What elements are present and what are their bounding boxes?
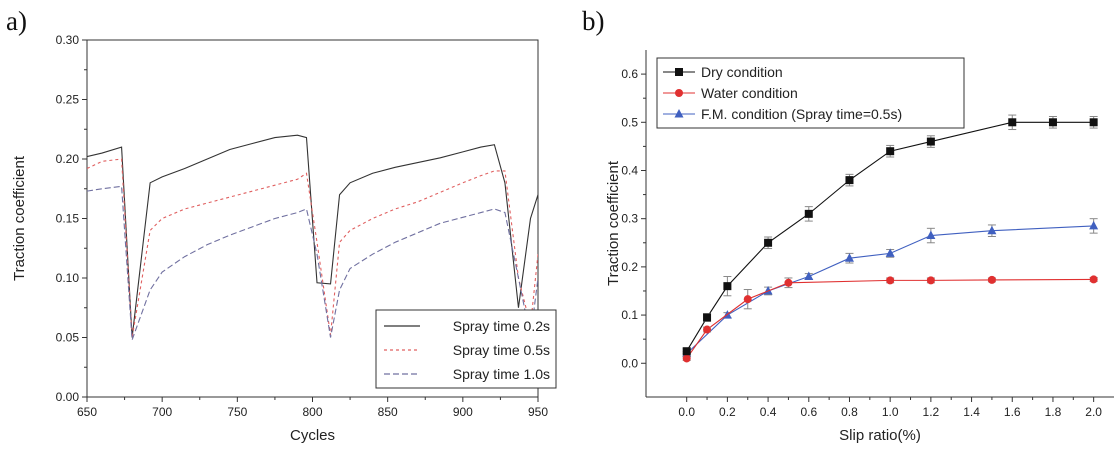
data-point-1: [703, 313, 712, 322]
x-tick-label: 0.8: [841, 405, 858, 419]
x-tick-label: 0.4: [760, 405, 777, 419]
data-point-1: [926, 137, 935, 146]
series-line-2: [686, 278, 1094, 359]
y-tick-label: 0.30: [56, 33, 80, 47]
y-tick-label: 0.25: [56, 93, 80, 107]
data-point-1: [682, 347, 691, 356]
x-tick-label: 0.6: [800, 405, 817, 419]
data-point-3: [804, 271, 814, 281]
series-line-1: [87, 134, 538, 338]
y-tick-label: 0.0: [621, 356, 638, 370]
x-tick-label: 850: [378, 405, 398, 419]
data-point-1: [1089, 118, 1098, 127]
x-tick-label: 700: [152, 405, 172, 419]
y-tick-label: 0.5: [621, 115, 638, 129]
data-point-3: [987, 225, 997, 235]
y-axis-title: Traction coefficient: [11, 155, 28, 281]
y-tick-label: 0.10: [56, 271, 80, 285]
data-point-3: [926, 230, 936, 240]
data-point-1: [723, 282, 732, 291]
y-tick-label: 0.1: [621, 308, 638, 322]
chart-panel-a: a) 650 700 750 800 850 900 950 0.00 0.05 0.10 0.15…: [6, 6, 557, 444]
data-point-2: [886, 276, 895, 285]
series-line-2: [87, 158, 538, 338]
x-tick-label: 1.6: [1004, 405, 1021, 419]
x-tick-label: 800: [302, 405, 322, 419]
legend-label-1: Dry condition: [701, 64, 783, 80]
x-axis-title: Slip ratio(%): [839, 427, 921, 444]
data-point-2: [1089, 275, 1098, 284]
y-tick-label: 0.6: [621, 67, 638, 81]
data-point-3: [1089, 220, 1099, 230]
x-tick-label: 2.0: [1085, 405, 1102, 419]
y-tick-label: 0.05: [56, 331, 80, 345]
x-axis-title: Cycles: [290, 427, 335, 444]
x-tick-label: 1.8: [1045, 405, 1062, 419]
y-tick-label: 0.3: [621, 212, 638, 226]
data-point-1: [886, 147, 895, 156]
data-point-1: [1008, 118, 1017, 127]
data-point-2: [682, 354, 691, 363]
x-tick-label: 750: [227, 405, 247, 419]
y-tick-label: 0.20: [56, 152, 80, 166]
legend-label-3: Spray time 1.0s: [453, 366, 550, 382]
x-tick-label: 650: [77, 405, 97, 419]
legend-marker-2: [675, 89, 683, 97]
y-tick-label: 0.4: [621, 163, 638, 177]
x-tick-label: 1.4: [963, 405, 980, 419]
legend-label-1: Spray time 0.2s: [453, 318, 550, 334]
data-point-2: [987, 275, 996, 284]
data-point-3: [844, 253, 854, 262]
legend-label-3: F.M. condition (Spray time=0.5s): [701, 106, 902, 122]
legend-marker-3: [674, 109, 684, 118]
panel-label-a: a): [6, 6, 27, 36]
x-tick-label: 950: [528, 405, 548, 419]
legend-label-2: Spray time 0.5s: [453, 342, 550, 358]
panel-label-b: b): [582, 6, 605, 36]
legend-box: [375, 309, 557, 389]
data-point-3: [885, 248, 895, 257]
y-tick-label: 0.2: [621, 260, 638, 274]
y-tick-label: 0.15: [56, 212, 80, 226]
data-point-2: [926, 276, 935, 285]
y-tick-label: 0.00: [56, 390, 80, 404]
chart-panel-b: b) 0.0 0.2 0.4 0.6 0.8 1.0 1.2 1.4 1.6 1.8 2.0 0.0 0…: [560, 0, 1116, 450]
data-point-1: [1048, 118, 1057, 127]
chart-b-svg: 0.0 0.2 0.4 0.6 0.8 1.0 1.2 1.4 1.6 1.8 2.0 0.0 0.1 0…: [605, 50, 1114, 444]
series-line-3: [87, 185, 538, 341]
y-axis-title: Traction coefficient: [605, 160, 622, 286]
x-tick-label: 1.0: [882, 405, 899, 419]
data-point-1: [764, 238, 773, 247]
chart-a-svg: 650 700 750 800 850 900 950 0.00 0.05 0.10 0.15 0.2…: [11, 33, 557, 444]
data-point-1: [804, 209, 813, 218]
x-tick-label: 1.2: [923, 405, 940, 419]
x-tick-label: 0.0: [678, 405, 695, 419]
data-point-2: [743, 295, 752, 304]
x-tick-label: 900: [453, 405, 473, 419]
legend-box: [656, 57, 965, 129]
data-point-2: [703, 325, 712, 334]
data-point-2: [784, 278, 793, 287]
data-point-1: [845, 176, 854, 185]
legend-marker-1: [675, 68, 683, 76]
legend-label-2: Water condition: [701, 85, 798, 101]
x-tick-label: 0.2: [719, 405, 736, 419]
